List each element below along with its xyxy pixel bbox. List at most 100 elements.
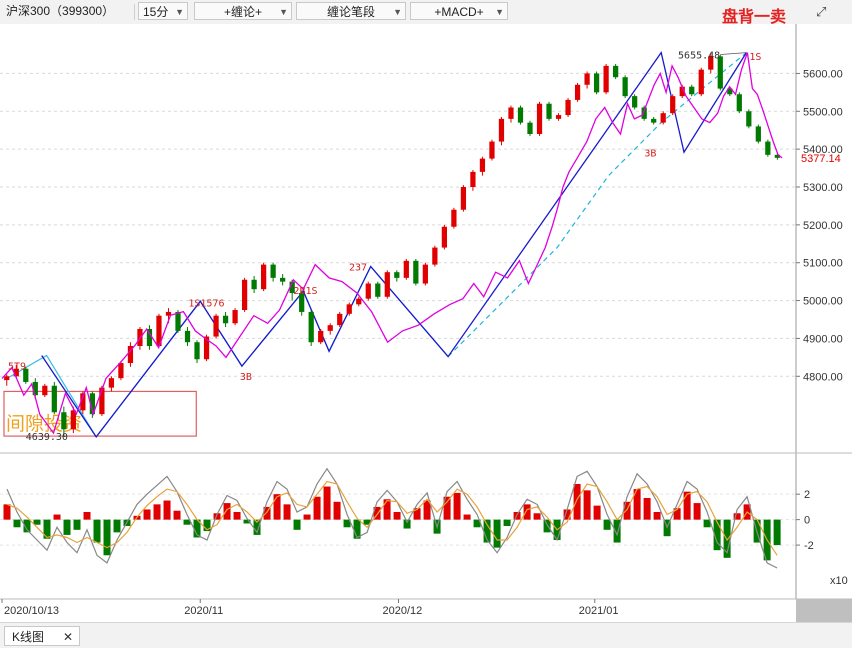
macd-bar	[613, 519, 621, 543]
macd-bar	[463, 514, 471, 520]
macd-bar	[653, 512, 661, 520]
candle-body	[527, 122, 533, 134]
candle-body	[270, 264, 276, 278]
macd-bar	[403, 519, 411, 529]
candle-body	[546, 103, 552, 119]
kline-chart[interactable]: 4800.00 4900.00 5000.00 5100.00 5200.00 5300.…	[0, 24, 852, 622]
macd-bar	[303, 514, 311, 520]
candle-body	[689, 86, 695, 95]
indicator-label: +缠论+	[223, 5, 263, 19]
candle-body	[698, 69, 704, 95]
candle-body	[708, 56, 714, 70]
candle-body	[622, 77, 628, 97]
candle-body	[670, 96, 676, 114]
macd-bar	[633, 489, 641, 520]
macd-bar	[73, 519, 81, 530]
candle-body	[146, 328, 153, 346]
candle-body	[194, 342, 200, 360]
candle-body	[222, 315, 229, 324]
macd-bar	[193, 519, 201, 538]
macd-bar	[583, 490, 591, 520]
candle-body	[413, 260, 419, 284]
candle-body	[375, 283, 381, 297]
chevron-down-icon: ▼	[495, 7, 504, 17]
macd-bar	[173, 510, 181, 520]
macd-bar	[373, 506, 381, 520]
macd-bar	[113, 519, 121, 533]
macd-bar	[453, 492, 461, 520]
candle-body	[203, 336, 210, 360]
candle-body	[251, 279, 257, 290]
period-label: 15分	[143, 5, 169, 19]
candle-body	[565, 99, 571, 116]
close-icon[interactable]: ✕	[62, 630, 73, 644]
candle-body	[632, 96, 638, 108]
macd-bar	[493, 519, 501, 548]
candle-body	[51, 385, 57, 413]
candle-body	[574, 84, 581, 100]
candle-body	[422, 264, 428, 284]
chan-indicator-select[interactable]: +缠论+ ▼	[194, 2, 292, 20]
candle-body	[432, 247, 438, 265]
y-tick-label: 5100.00	[803, 258, 843, 270]
toolbar: 沪深300（399300） 15分 ▼ +缠论+ ▼ 缠论笔段 ▼ +MACD+…	[0, 0, 852, 26]
high-pointer	[720, 52, 747, 55]
candle-body	[61, 412, 67, 430]
macd-bar	[503, 519, 511, 526]
candle-body	[42, 385, 48, 396]
candle-body	[736, 94, 742, 112]
macd-indicator-select[interactable]: +MACD+ ▼	[410, 2, 508, 20]
candle-body	[498, 118, 505, 142]
candle-body	[517, 107, 524, 123]
period-select[interactable]: 15分 ▼	[138, 2, 188, 20]
macd-bar	[273, 494, 281, 520]
chan-segment-select[interactable]: 缠论笔段 ▼	[296, 2, 406, 20]
candle-body	[213, 315, 219, 337]
macd-bar	[163, 500, 171, 520]
candle-body	[479, 158, 486, 172]
macd-bar	[63, 519, 71, 535]
candle-body	[489, 141, 495, 159]
candle-body	[365, 283, 371, 299]
macd-bar	[473, 519, 481, 528]
y-tick-label: 5500.00	[803, 106, 843, 118]
candle-body	[641, 107, 647, 119]
candle-body	[746, 111, 752, 127]
macd-bar	[333, 501, 341, 520]
macd-bar	[43, 519, 51, 539]
x-tick-label: 2020/10/13	[4, 605, 59, 617]
candle-body	[346, 304, 352, 314]
candle-body	[118, 363, 124, 379]
candle-body	[337, 313, 343, 326]
candle-body	[765, 141, 771, 155]
candle-body	[108, 378, 115, 388]
candle-body	[70, 410, 76, 430]
symbol-label[interactable]: 沪深300（399300）	[6, 4, 115, 18]
chevron-down-icon: ▼	[279, 7, 288, 17]
candle-body	[603, 65, 609, 93]
candle-body	[774, 154, 780, 158]
candle-body	[308, 311, 314, 343]
tab-kline[interactable]: K线图 ✕	[4, 626, 80, 646]
toolbar-divider	[134, 4, 135, 20]
candle-body	[232, 310, 238, 324]
macd-bar	[343, 519, 351, 528]
candle-body	[508, 107, 514, 119]
macd-tick-label: 0	[804, 515, 810, 527]
macd-bar	[233, 512, 241, 520]
expand-icon[interactable]: ⤢	[816, 4, 827, 19]
macd-bar	[603, 519, 611, 530]
macd-bar	[3, 504, 11, 520]
candle-body	[470, 171, 476, 187]
macd-bar	[533, 513, 541, 520]
x-tick-label: 2020/12	[383, 605, 423, 617]
macd-bar	[143, 509, 151, 520]
candle-body	[99, 387, 105, 415]
candle-body	[613, 65, 619, 78]
trend-dashed-line	[447, 52, 747, 358]
candle-body	[403, 260, 409, 278]
y-tick-label: 5000.00	[803, 296, 843, 308]
y-tick-label: 5400.00	[803, 144, 843, 156]
candle-body	[289, 281, 295, 293]
candle-body	[261, 264, 267, 290]
